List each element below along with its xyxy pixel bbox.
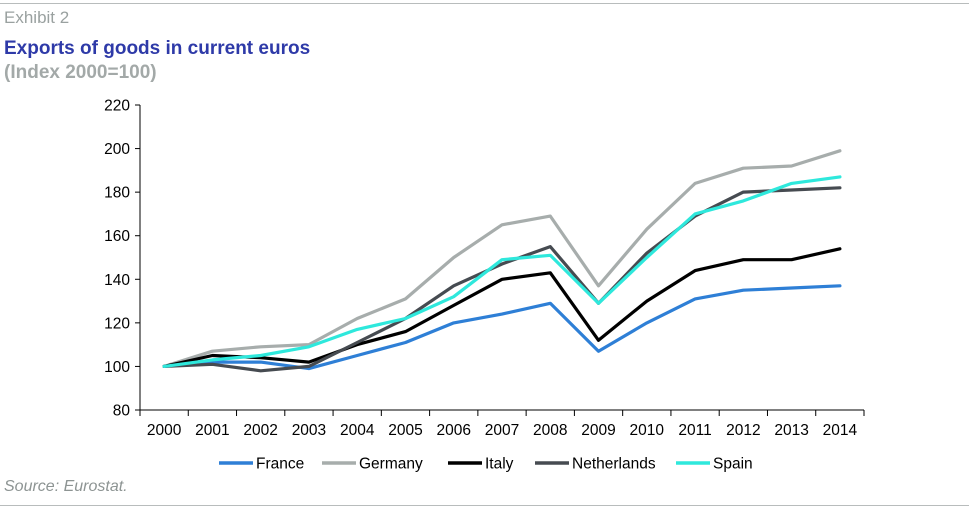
series-line-spain [162,175,842,368]
x-tick-label: 2011 [678,422,711,439]
bottom-rule [0,505,969,506]
x-tick-label: 2006 [436,422,470,439]
exhibit-label: Exhibit 2 [4,8,70,27]
legend-label-spain: Spain [713,456,753,473]
chart-legend: France Germany Italy Netherlands Spain [219,456,753,473]
series-line-netherlands [162,186,842,373]
y-tick-label: 140 [104,272,130,289]
series-line-france [162,284,842,371]
x-tick-label: 2004 [340,422,375,439]
legend-label-netherlands: Netherlands [572,456,656,473]
chart-series [162,149,842,373]
legend-label-italy: Italy [485,456,514,473]
legend-label-germany: Germany [359,456,423,473]
x-tick-label: 2010 [630,422,665,439]
legend-label-france: France [256,456,304,473]
chart-axes: 80 100 120 140 160 180 200 220 2000 2001 2002 2003 2… [104,98,865,439]
x-tick-label: 2013 [774,422,808,439]
x-tick-label: 2014 [823,422,858,439]
y-tick-label: 180 [104,185,130,202]
x-tick-label: 2005 [388,422,422,439]
x-tick-label: 2008 [533,422,567,439]
x-tick-label: 2012 [726,422,760,439]
chart-title: Exports of goods in current euros [4,38,311,59]
y-tick-label: 160 [104,228,130,245]
x-tick-label: 2003 [292,422,326,439]
top-rule [0,3,969,4]
y-tick-label: 80 [113,403,131,420]
x-tick-label: 2002 [243,422,277,439]
series-line-italy [162,247,842,368]
chart-subtitle: (Index 2000=100) [4,62,157,83]
x-tick-label: 2001 [195,422,229,439]
y-tick-label: 220 [104,98,130,115]
y-tick-label: 100 [104,359,130,376]
series-line-germany [162,149,842,368]
x-tick-label: 2007 [485,422,519,439]
y-tick-label: 200 [104,141,130,158]
x-tick-label: 2009 [581,422,615,439]
y-tick-label: 120 [104,315,130,332]
x-tick-label: 2000 [147,422,182,439]
source-note: Source: Eurostat. [4,478,128,495]
